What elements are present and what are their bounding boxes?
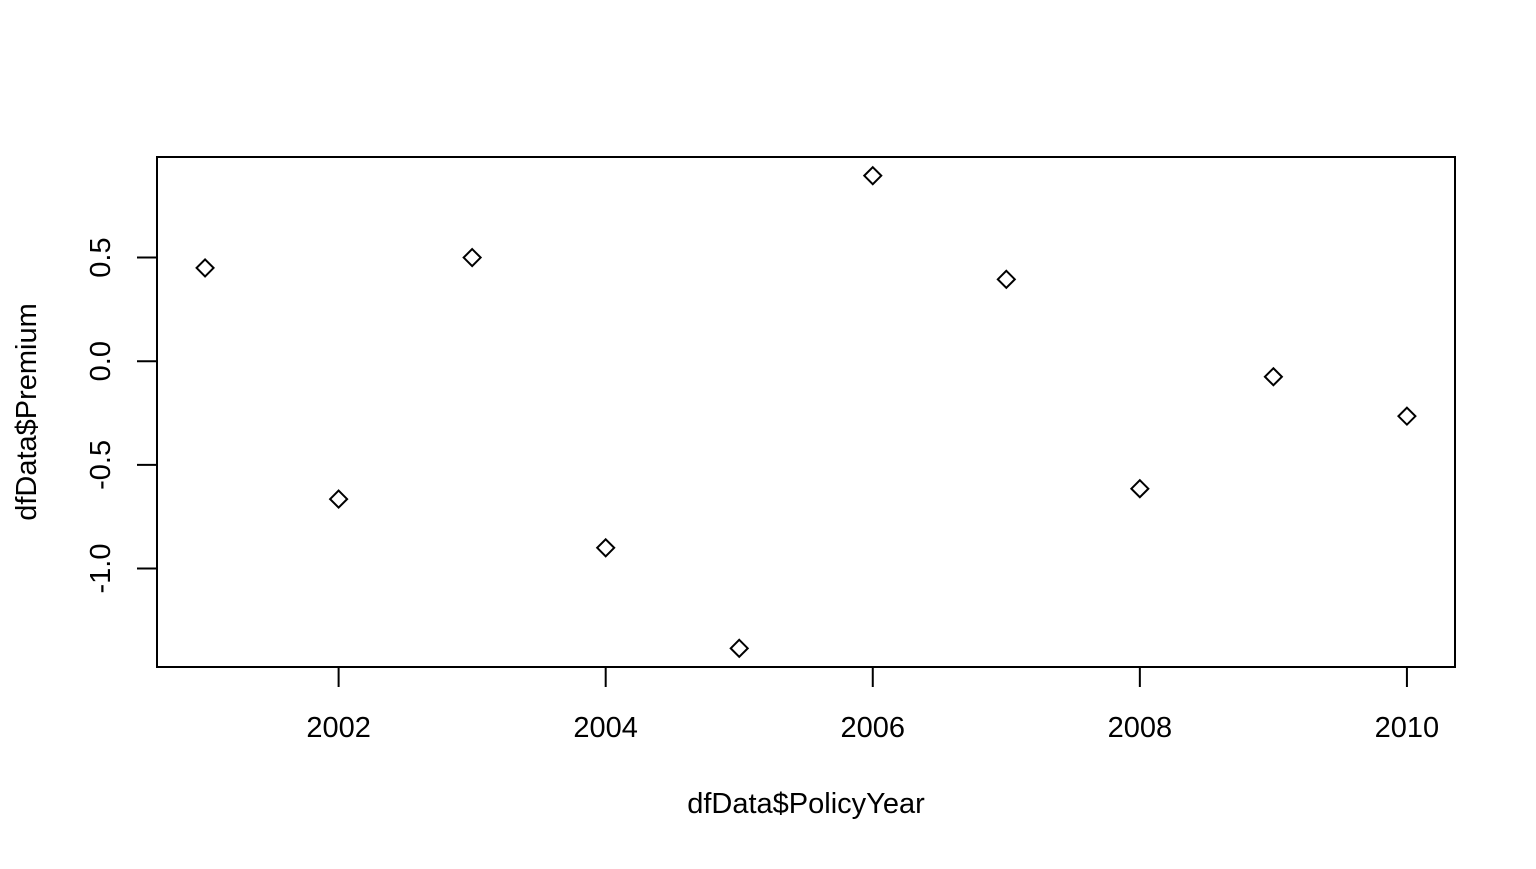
x-tick-label: 2010 [1375,712,1440,744]
x-tick-label: 2004 [573,712,638,744]
y-tick-label: 0.0 [85,341,117,381]
x-axis-label: dfData$PolicyYear [687,788,925,820]
y-tick-label: 0.5 [85,237,117,277]
data-point-2007 [996,269,1017,290]
data-point-2004 [595,537,616,558]
plot-frame [156,156,1456,668]
data-point-2010 [1397,406,1417,427]
data-point-2008 [1129,478,1150,499]
x-tick-label: 2002 [306,712,371,744]
y-tick-label: -1.0 [85,544,117,594]
data-points [195,165,1417,659]
x-tick-label: 2008 [1108,712,1173,744]
data-point-2006 [862,165,883,186]
data-point-2005 [729,638,750,659]
y-tick-label: -0.5 [85,440,117,490]
data-point-2001 [195,258,215,278]
y-axis-label: dfData$Premium [11,303,43,521]
y-axis: -1.0 -0.5 0.0 0.5 [85,237,158,594]
data-point-2002 [328,489,349,509]
x-tick-label: 2006 [841,712,906,744]
data-point-2003 [462,247,483,268]
data-point-2009 [1263,366,1284,387]
x-axis: 2002 2004 2006 2008 2010 [306,666,1440,744]
